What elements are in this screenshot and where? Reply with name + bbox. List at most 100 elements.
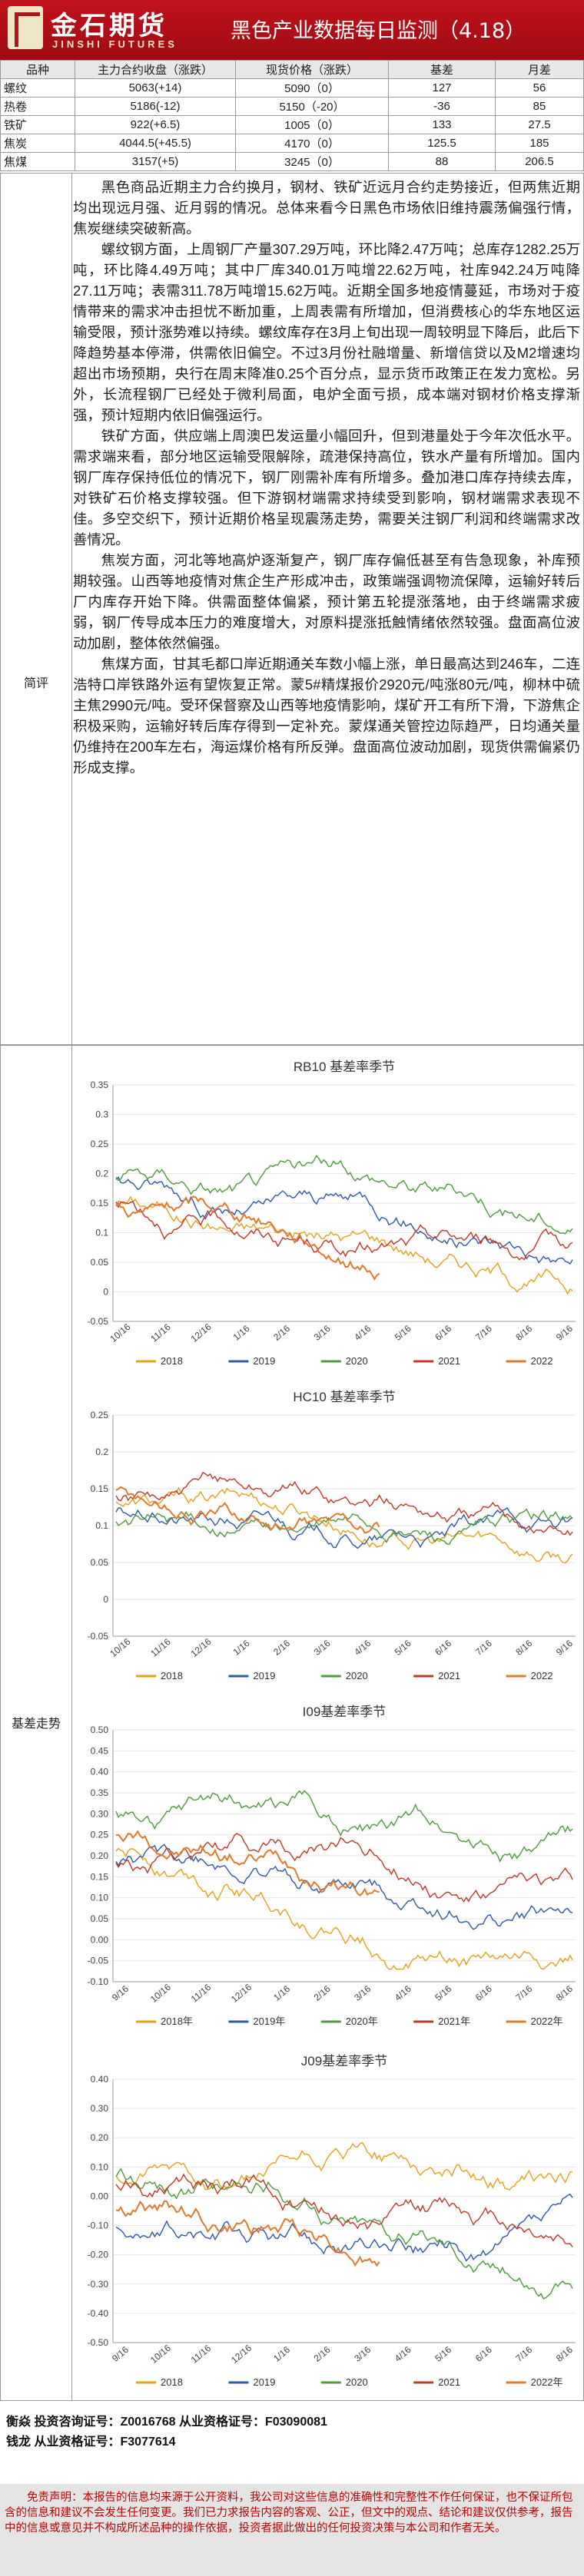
cell-basis: 125.5 [388,134,496,153]
cell-basis: -36 [388,97,496,116]
logo-text-cn: 金石期货 [51,11,168,41]
y-tick-label: 0 [103,1594,108,1605]
company-logo: 金石期货 JINSHI FUTURES [8,5,184,55]
cell-spread: 56 [495,78,584,98]
legend-label: 2020 [346,1355,368,1367]
legend-label: 2022 [531,1355,553,1367]
table-header-row: 品种 主力合约收盘（涨跌） 现货价格（涨跌） 基差 月差 [0,60,584,79]
x-tick-label: 6/16 [473,1983,494,2003]
x-tick-label: 10/16 [108,1636,132,1659]
legend-label: 2021 [438,1355,460,1367]
legend-label: 2018 [161,2376,183,2388]
x-tick-label: 2/16 [271,1323,292,1343]
x-tick-label: 5/16 [433,1983,453,2003]
y-tick-label: 0.30 [91,2103,109,2114]
series-line [115,1506,573,1549]
chart-title: J09基差率季节 [301,2054,387,2068]
series-line [115,2200,380,2267]
x-tick-label: 2/16 [312,1983,333,2003]
col-header-basis: 基差 [388,60,496,79]
series-line [115,1154,573,1235]
col-header-futures: 主力合约收盘（涨跌） [75,60,236,79]
cell-basis: 127 [388,78,496,98]
comment-paragraph-summary: 黑色商品近期主力合约换月，钢材、铁矿近远月合约走势接近，但两焦近期均出现远月强、… [73,179,580,236]
legend-label: 2019 [253,1355,275,1367]
comment-paragraph-rebar: 螺纹钢方面，上周钢厂产量307.29万吨，环比降2.47万吨；总库存1282.2… [73,241,580,423]
cell-variety: 铁矿 [0,115,75,134]
y-tick-label: 0.45 [91,1745,109,1756]
basis-section: 基差走势 RB10 基差率季节 0.35 0.3 0.25 0.2 0.15 0.1 0.05… [0,1044,584,2401]
footer: 衡焱 投资咨询证号：Z0016768 从业资格证号：F03090081 钱龙 从… [0,2403,584,2576]
x-tick-label: 11/16 [148,1636,173,1659]
y-tick-label: 0.10 [91,1893,109,1903]
x-tick-label: 3/16 [352,2344,373,2364]
x-tick-label: 8/16 [554,1983,575,2003]
cell-spread: 85 [495,97,584,116]
comment-section: 简评 黑色商品近期主力合约换月，钢材、铁矿近远月合约走势接近，但两焦近期均出现远… [0,173,584,1046]
x-tick-label: 1/16 [231,1638,252,1658]
series-line [115,1176,573,1265]
y-tick-label: 0.35 [91,1787,109,1798]
col-header-spot: 现货价格（涨跌） [235,60,389,79]
y-tick-label: 0.2 [95,1447,108,1457]
x-tick-label: 3/16 [312,1638,333,1658]
x-tick-label: 8/16 [554,2344,575,2364]
legend-label: 2021年 [438,2015,470,2027]
x-tick-label: 3/16 [312,1323,333,1343]
y-tick-label: 0.2 [95,1169,108,1179]
price-table: 品种 主力合约收盘（涨跌） 现货价格（涨跌） 基差 月差 螺纹 5063(+14… [0,60,584,171]
cell-spread: 185 [495,134,584,153]
y-tick-label: 0.20 [91,1850,109,1861]
legend-label: 2019 [253,2376,275,2388]
x-tick-label: 6/16 [433,1323,453,1343]
y-tick-label: 0.15 [91,1198,109,1209]
comment-label: 简评 [23,677,48,690]
y-tick-label: 0.50 [91,1724,109,1735]
series-line [115,2141,573,2191]
x-tick-label: 9/16 [554,1323,575,1343]
x-tick-label: 1/16 [231,1323,252,1343]
y-tick-label: -0.40 [88,2308,109,2319]
legend-label: 2018年 [161,2015,193,2027]
chart-title: I09基差率季节 [303,1705,387,1719]
x-tick-label: 10/16 [148,2343,173,2366]
y-tick-label: 0.25 [91,1830,109,1840]
col-header-spread: 月差 [495,60,584,79]
y-tick-label: 0.15 [91,1483,109,1494]
series-line [115,1195,380,1281]
y-tick-label: -0.05 [88,1316,109,1327]
disclaimer-box: 免责声明：本报告的信息均来源于公开资料，我公司对这些信息的准确性和完整性不作任何… [0,2484,584,2576]
x-tick-label: 4/16 [352,1638,373,1658]
cell-spot: 5150（-20） [235,97,389,116]
x-tick-label: 7/16 [473,1638,494,1658]
series-line [115,1830,380,1897]
y-tick-label: 0.1 [95,1228,108,1238]
series-line [115,1486,573,1564]
x-tick-label: 6/16 [433,1638,453,1658]
col-header-variety: 品种 [0,60,75,79]
x-tick-label: 4/16 [393,2344,413,2364]
x-tick-label: 9/16 [110,1983,131,2003]
x-tick-label: 1/16 [271,2344,292,2364]
table-row: 焦炭 4044.5(+45.5) 4170（0） 125.5 185 [0,134,584,153]
series-line [115,1486,380,1534]
comment-paragraph-iron-ore: 铁矿方面，供应端上周澳巴发运量小幅回升，但到港量处于今年次低水平。需求端来看，部… [73,428,580,547]
legend-label: 2022年 [531,2376,563,2388]
x-tick-label: 8/16 [513,1323,534,1343]
x-tick-label: 12/16 [189,1636,214,1659]
logo-mark-icon [8,6,43,49]
y-tick-label: 0.20 [91,2132,109,2143]
y-tick-label: 0.35 [91,1080,109,1090]
y-tick-label: -0.10 [88,1976,109,1987]
y-tick-label: -0.20 [88,2250,109,2260]
x-tick-label: 5/16 [393,1323,413,1343]
x-tick-label: 9/16 [554,1638,575,1658]
comment-paragraph-coking-coal: 焦煤方面，甘其毛都口岸近期通关车数小幅上涨，单日最高达到246车，二连浩特口岸铁… [73,656,580,775]
basis-label: 基差走势 [11,1718,61,1731]
x-tick-label: 8/16 [513,1638,534,1658]
legend-label: 2019 [253,1670,275,1682]
disclaimer-text: 免责声明：本报告的信息均来源于公开资料，我公司对这些信息的准确性和完整性不作任何… [5,2492,573,2535]
logo-text-en: JINSHI FUTURES [52,38,178,50]
y-tick-label: 0.40 [91,1767,109,1777]
y-tick-label: 0.25 [91,1139,109,1149]
